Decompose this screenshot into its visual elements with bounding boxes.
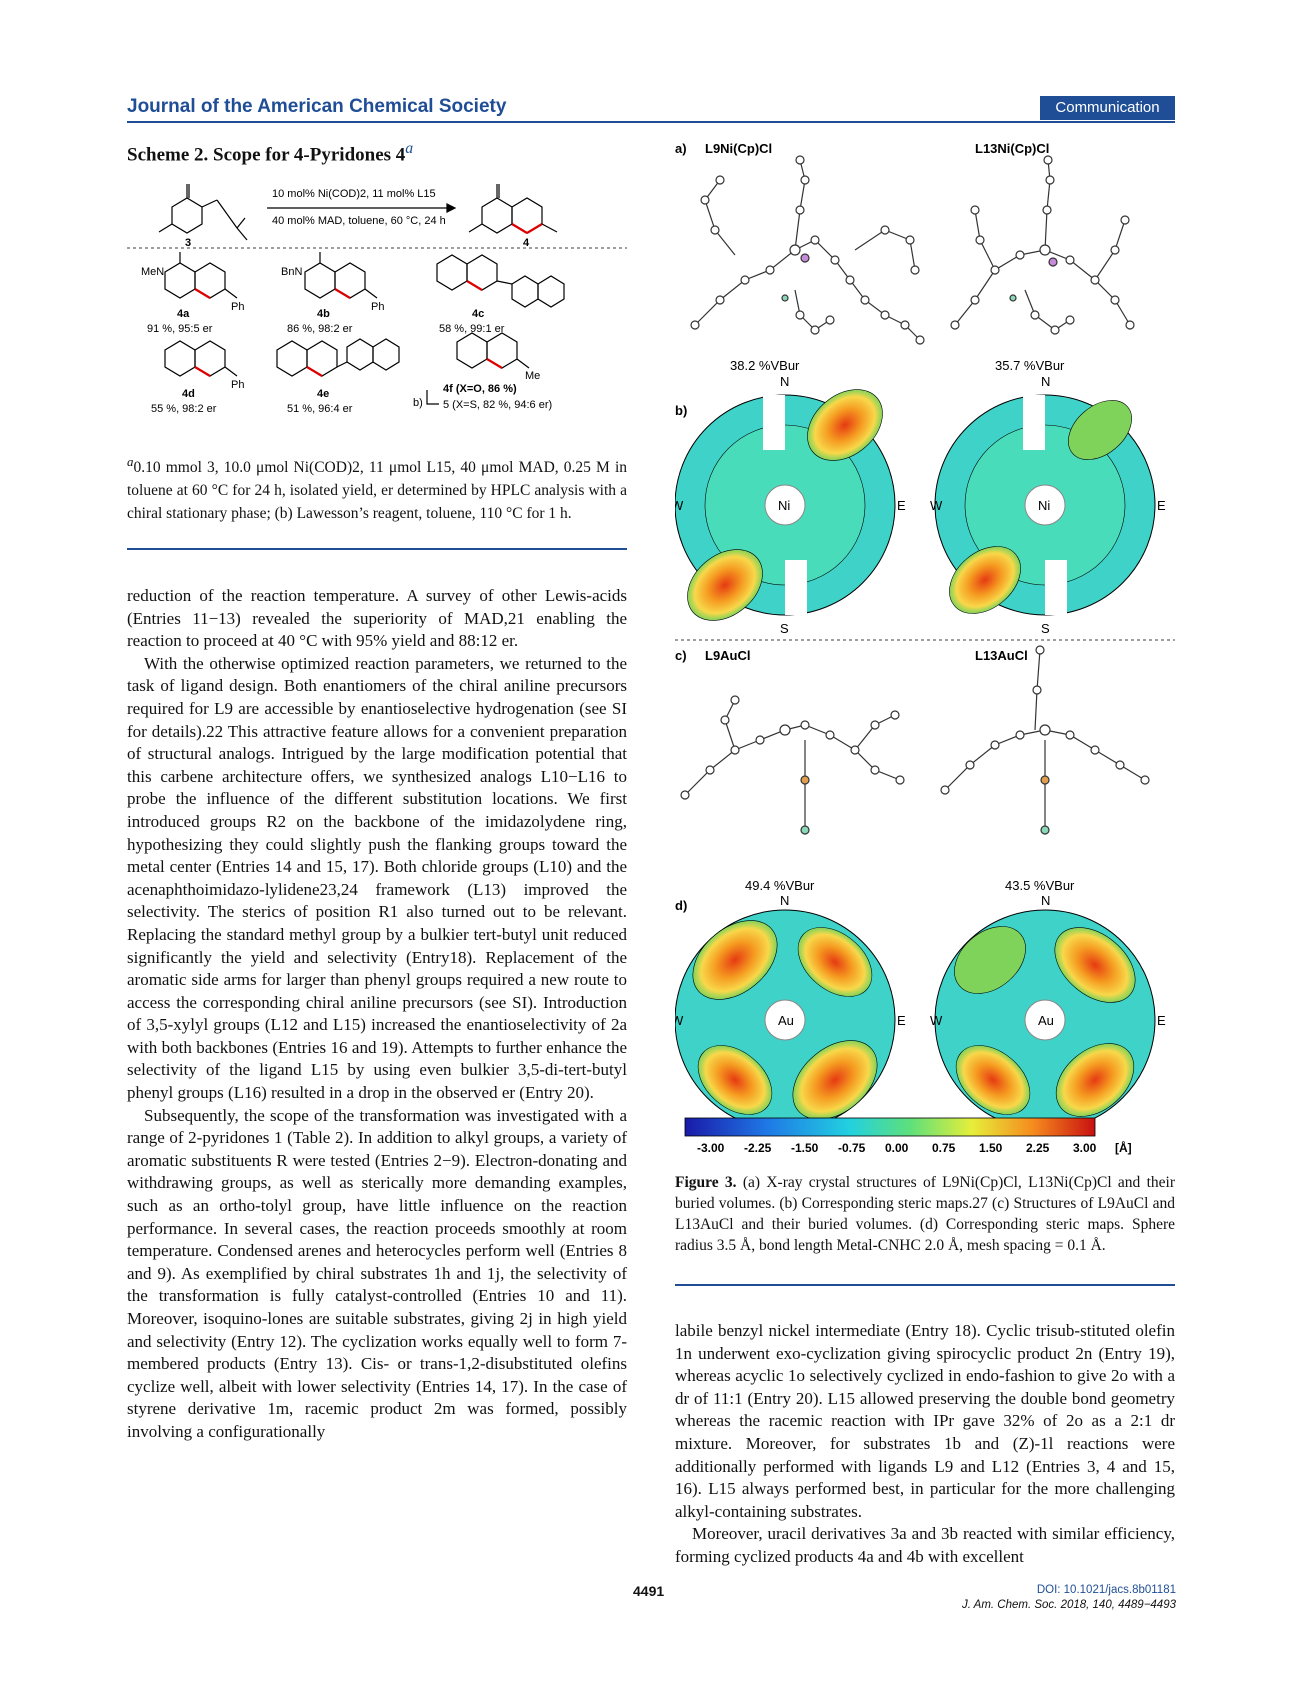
product-4a-label: 4a: [177, 308, 190, 320]
figure-caption: Figure 3. (a) X-ray crystal structures o…: [675, 1174, 1175, 1254]
scale-tick-label: 0.75: [932, 1141, 956, 1155]
product-4e-result: 51 %, 96:4 er: [287, 403, 353, 415]
scale-tick-label: 3.00: [1073, 1141, 1097, 1155]
product-4c-label: 4c: [472, 308, 484, 320]
scheme-footnote: a0.10 mmol 3, 10.0 μmol Ni(COD)2, 11 μmo…: [127, 454, 627, 523]
citation: J. Am. Chem. Soc. 2018, 140, 4489−4493: [961, 1599, 1176, 1611]
svg-text:S: S: [780, 621, 789, 636]
paragraph: Moreover, uracil derivatives 3a and 3b r…: [675, 1524, 1175, 1566]
product-5-result: 5 (X=S, 82 %, 94:6 er): [443, 399, 552, 411]
panel-b-label: b): [675, 403, 687, 418]
substrate-label: 3: [185, 237, 191, 249]
paragraph: Subsequently, the scope of the transform…: [127, 1105, 627, 1441]
svg-text:N: N: [780, 374, 789, 389]
svg-text:N: N: [1041, 374, 1050, 389]
product-label: 4: [523, 237, 530, 249]
paragraph: With the otherwise optimized reaction pa…: [127, 653, 627, 1103]
panel-c-label: c): [675, 648, 687, 663]
svg-text:E: E: [1157, 1013, 1166, 1028]
svg-text:Ph: Ph: [231, 301, 244, 313]
au-right-title: L13AuCl: [975, 648, 1028, 663]
paragraph: labile benzyl nickel intermediate (Entry…: [675, 1321, 1175, 1521]
product-4a-result: 91 %, 95:5 er: [147, 323, 213, 335]
color-scale-bar: [684, 1117, 1096, 1137]
scale-tick-label: 0.00: [885, 1141, 909, 1155]
scale-unit: [Å]: [1115, 1140, 1132, 1155]
panel-a-label: a): [675, 141, 687, 156]
svg-text:N: N: [1041, 893, 1050, 908]
metal-label: Ni: [1038, 498, 1050, 513]
ni-structure-right: [950, 155, 1135, 335]
svg-text:N: N: [780, 893, 789, 908]
right-column-text: labile benzyl nickel intermediate (Entry…: [675, 1320, 1175, 1569]
svg-text:MeN: MeN: [141, 266, 164, 278]
steric-map-ni-left: [675, 389, 896, 621]
scale-tick-label: 1.50: [979, 1141, 1003, 1155]
product-4c-result: 58 %, 99:1 er: [439, 323, 505, 335]
svg-text:Me: Me: [525, 370, 540, 382]
left-column-text: reduction of the reaction temperature. A…: [127, 585, 627, 1444]
header-rule: [127, 121, 1175, 123]
svg-text:Ph: Ph: [231, 379, 244, 391]
svg-text:W: W: [930, 1013, 943, 1028]
journal-name: Journal of the American Chemical Society: [127, 96, 507, 117]
svg-text:W: W: [675, 1013, 684, 1028]
panel-d-label: d): [675, 898, 687, 913]
vbur-ni-left: 38.2 %VBur: [730, 358, 800, 373]
vbur-au-right: 43.5 %VBur: [1005, 878, 1075, 893]
figure-3-graphic: a) L9Ni(Cp)Cl L13Ni(Cp)Cl b) c) L9AuCl L…: [675, 141, 1175, 1155]
product-4f-label: 4f (X=O, 86 %): [443, 383, 517, 395]
au-structure-left: [680, 695, 905, 835]
svg-text:b): b): [413, 397, 423, 409]
steric-map-au-left: [675, 909, 896, 1131]
scheme-bottom-rule: [127, 548, 627, 550]
scale-tick-label: 2.25: [1026, 1141, 1050, 1155]
scale-ticks: -3.00 -2.25 -1.50 -0.75 0.00 0.75 1.50 2.25 3.00: [697, 1141, 1097, 1155]
au-left-title: L9AuCl: [705, 648, 751, 663]
figure-bottom-rule: [675, 1284, 1175, 1286]
metal-label: Ni: [778, 498, 790, 513]
ni-structure-left: [690, 155, 925, 345]
svg-text:Ph: Ph: [371, 301, 384, 313]
doi-link[interactable]: DOI: 10.1021/jacs.8b01181: [1036, 1584, 1176, 1596]
vbur-au-left: 49.4 %VBur: [745, 878, 815, 893]
svg-text:W: W: [930, 498, 943, 513]
svg-text:E: E: [897, 498, 906, 513]
ni-right-title: L13Ni(Cp)Cl: [975, 141, 1049, 156]
reaction-conditions-2: 40 mol% MAD, toluene, 60 °C, 24 h: [272, 215, 446, 227]
au-structure-right: [940, 645, 1150, 835]
scheme-title: Scheme 2. Scope for 4-Pyridones 4a: [127, 140, 414, 166]
scale-tick-label: -2.25: [744, 1141, 772, 1155]
scale-tick-label: -3.00: [697, 1141, 725, 1155]
product-4b-label: 4b: [317, 308, 330, 320]
section-badge: Communication: [1040, 96, 1175, 120]
product-4e-label: 4e: [317, 388, 329, 400]
product-4d-label: 4d: [182, 388, 195, 400]
svg-text:E: E: [897, 1013, 906, 1028]
svg-text:BnN: BnN: [281, 266, 302, 278]
metal-label: Au: [778, 1013, 794, 1028]
steric-map-ni-right: [934, 394, 1156, 616]
reaction-conditions-1: 10 mol% Ni(COD)2, 11 mol% L15: [272, 188, 436, 200]
product-4d-result: 55 %, 98:2 er: [151, 403, 217, 415]
svg-text:E: E: [1157, 498, 1166, 513]
svg-text:S: S: [1041, 621, 1050, 636]
svg-text:W: W: [675, 498, 684, 513]
scale-tick-label: -0.75: [838, 1141, 866, 1155]
ni-left-title: L9Ni(Cp)Cl: [705, 141, 772, 156]
scheme-2-graphic: 10 mol% Ni(COD)2, 11 mol% L15 40 mol% MA…: [127, 184, 627, 415]
steric-map-au-right: [934, 909, 1156, 1131]
scale-tick-label: -1.50: [791, 1141, 819, 1155]
metal-label: Au: [1038, 1013, 1054, 1028]
product-4b-result: 86 %, 98:2 er: [287, 323, 353, 335]
page-number: 4491: [633, 1583, 665, 1599]
doi-block: DOI: 10.1021/jacs.8b01181 J. Am. Chem. S…: [962, 1583, 1176, 1613]
paragraph: reduction of the reaction temperature. A…: [127, 586, 627, 651]
vbur-ni-right: 35.7 %VBur: [995, 358, 1065, 373]
